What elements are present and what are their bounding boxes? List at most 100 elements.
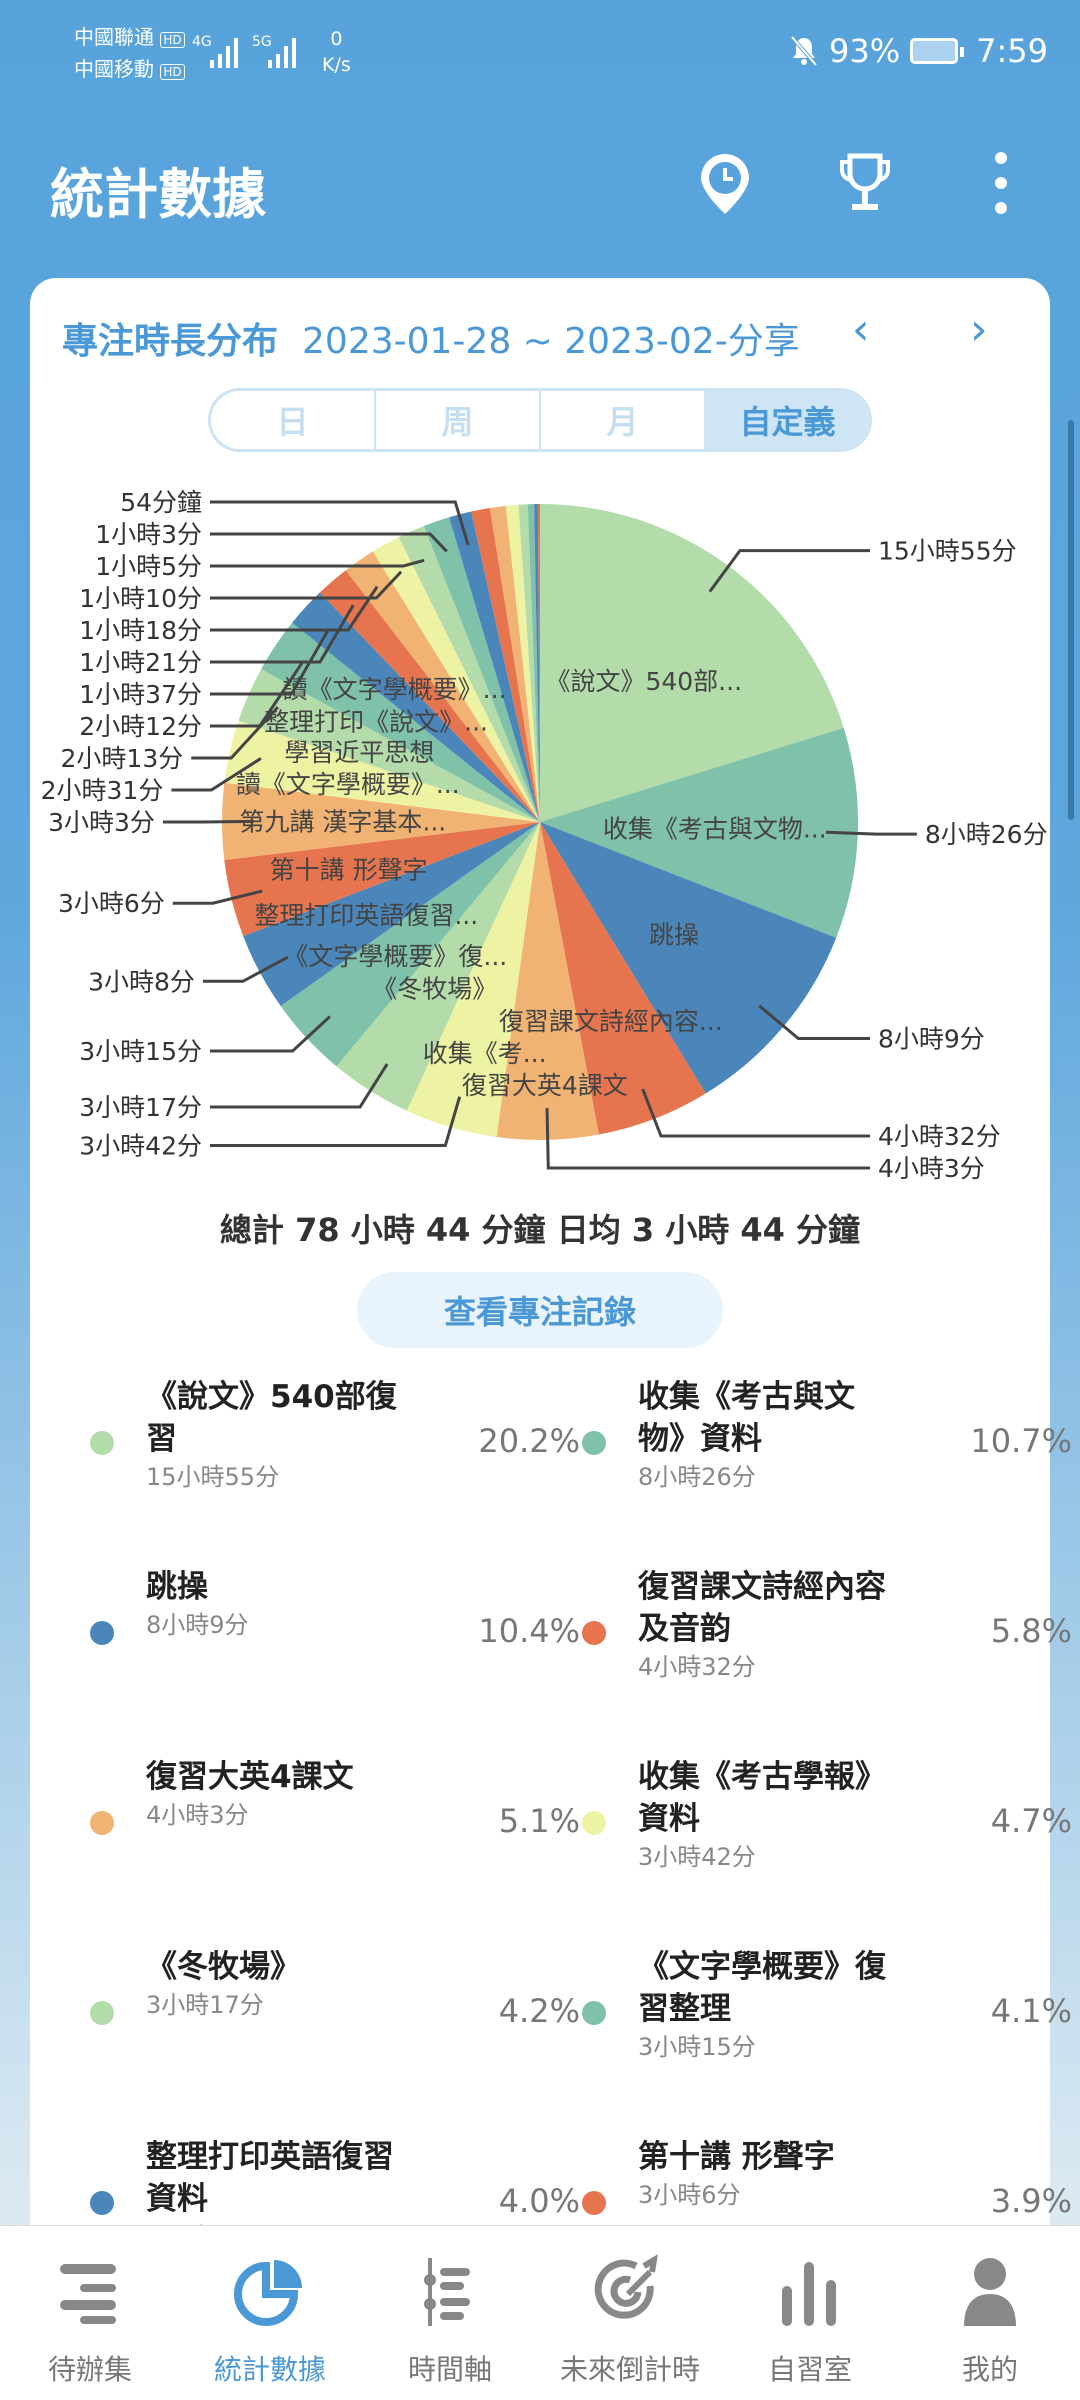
color-dot	[90, 1431, 114, 1455]
tab-label: 我的	[961, 2353, 1018, 2386]
pie-slice[interactable]	[540, 504, 844, 822]
pie-slice[interactable]	[398, 525, 540, 822]
item-time: 3小時17分	[146, 1991, 264, 2019]
clock-pin-icon[interactable]	[690, 148, 760, 218]
list-item[interactable]: 《冬牧場》 3小時17分 4.2%	[90, 1940, 580, 2110]
pie-slice[interactable]	[280, 822, 540, 1067]
list-item[interactable]: 復習課文詩經內容及音韵 4小時32分 5.8%	[582, 1560, 1072, 1730]
tab-label: 時間軸	[407, 2353, 492, 2386]
item-label: 整理打印英語復習資料 3小時8分	[146, 2136, 406, 2225]
net-speed: 0 K/s	[322, 26, 351, 78]
segment-week[interactable]: 周	[376, 391, 541, 449]
list-item[interactable]: 第十講 形聲字 3小時6分 3.9%	[582, 2130, 1072, 2225]
segment-day[interactable]: 日	[211, 391, 376, 449]
scrollbar[interactable]	[1068, 420, 1074, 820]
pie-chart-icon	[234, 2260, 302, 2326]
pie-slice[interactable]	[518, 504, 540, 822]
slice-value-label: 3小時8分	[88, 967, 195, 996]
card-title: 專注時長分布 2023-01-28 ~ 2023-02-分享	[62, 312, 800, 364]
item-time: 15小時55分	[146, 1463, 280, 1491]
page-title: 統計數據	[50, 162, 266, 226]
leader-line	[545, 1108, 870, 1170]
leader-line	[191, 706, 279, 760]
color-dot	[582, 1621, 606, 1645]
item-time: 3小時8分	[146, 2220, 406, 2225]
slice-value-label: 8小時26分	[925, 820, 1048, 849]
category-list: 《說文》540部復習 15小時55分 20.2% 收集《考古與文物》資料 8小時26…	[0, 1370, 1080, 2225]
tab-person[interactable]: 我的	[900, 2226, 1080, 2400]
item-name: 跳操	[146, 1569, 208, 1605]
slice-value-label: 54分鐘	[120, 488, 202, 517]
pie-slice[interactable]	[224, 720, 540, 822]
color-dot	[90, 2191, 114, 2215]
pie-slice[interactable]	[224, 822, 540, 937]
pie-slice[interactable]	[540, 822, 837, 1094]
pie-slice[interactable]	[292, 592, 540, 822]
item-name: 《冬牧場》	[146, 1949, 301, 1985]
slice-value-label: 2小時13分	[61, 744, 184, 773]
pie-slice[interactable]	[489, 505, 540, 822]
pie-slice[interactable]	[505, 504, 540, 822]
list-item[interactable]: 《文字學概要》復習整理 3小時15分 4.1%	[582, 1940, 1072, 2110]
pie-slice[interactable]	[345, 551, 540, 822]
pie-slice[interactable]	[540, 727, 858, 938]
list-item[interactable]: 《說文》540部復習 15小時55分 20.2%	[90, 1370, 580, 1540]
tab-target[interactable]: 未來倒計時	[540, 2226, 720, 2400]
leader-line	[162, 819, 254, 824]
color-dot	[90, 1621, 114, 1645]
tab-pie-chart[interactable]: 統計數據	[180, 2226, 360, 2400]
trophy-icon[interactable]	[830, 148, 900, 218]
person-icon	[964, 2258, 1016, 2326]
list-item[interactable]: 整理打印英語復習資料 3小時8分 4.0%	[90, 2130, 580, 2225]
bell-muted-icon	[790, 35, 818, 67]
color-dot	[90, 2001, 114, 2025]
view-records-button[interactable]: 查看專注記錄	[357, 1272, 723, 1348]
leader-line	[171, 757, 262, 792]
item-time: 8小時9分	[146, 1611, 249, 1639]
pie-slice[interactable]	[372, 537, 540, 822]
item-name: 《說文》540部復習	[146, 1379, 397, 1457]
pie-slice[interactable]	[540, 822, 706, 1135]
list-item[interactable]: 跳操 8小時9分 10.4%	[90, 1560, 580, 1730]
pie-slice[interactable]	[336, 822, 540, 1111]
slice-name-label: 第十講 形聲字	[270, 856, 428, 885]
pie-slice[interactable]	[537, 504, 540, 822]
pie-slice[interactable]	[261, 622, 540, 822]
pie-slice[interactable]	[238, 669, 541, 822]
tab-bar-chart[interactable]: 自習室	[720, 2226, 900, 2400]
pie-slice[interactable]	[222, 782, 540, 860]
tab-timeline[interactable]: 時間軸	[360, 2226, 540, 2400]
pie-slice[interactable]	[449, 511, 540, 822]
pie-slice[interactable]	[423, 517, 540, 822]
item-name: 第十講 形聲字	[638, 2139, 835, 2175]
leader-line	[210, 1063, 389, 1109]
next-range-button[interactable]: ›	[970, 304, 988, 355]
list-item[interactable]: 收集《考古與文物》資料 8小時26分 10.7%	[582, 1370, 1072, 1540]
leader-line	[172, 889, 263, 905]
pie-slice[interactable]	[406, 822, 540, 1138]
slice-name-label: 收集《考古與文物...	[603, 814, 827, 843]
pie-slice[interactable]	[527, 504, 540, 822]
more-vert-icon[interactable]	[966, 148, 1036, 218]
clock-time: 7:59	[976, 32, 1048, 70]
leader-line	[708, 549, 870, 593]
item-time: 3小時42分	[638, 1843, 756, 1871]
tab-list[interactable]: 待辦集	[0, 2226, 180, 2400]
pie-slice[interactable]	[534, 504, 540, 822]
item-label: 第十講 形聲字 3小時6分	[638, 2136, 898, 2212]
item-percent: 4.2%	[498, 1992, 580, 2030]
slice-name-label: 讀《文字學概要》...	[283, 675, 507, 704]
pie-slice[interactable]	[243, 822, 541, 1007]
list-icon	[60, 2264, 116, 2324]
segment-month[interactable]: 月	[541, 391, 706, 449]
item-label: 《說文》540部復習 15小時55分	[146, 1376, 406, 1494]
list-item[interactable]: 復習大英4課文 4小時3分 5.1%	[90, 1750, 580, 1920]
card-title-text: 專注時長分布	[62, 321, 279, 362]
pie-slice[interactable]	[496, 822, 599, 1140]
bottom-nav: 待辦集 統計數據 時間軸 未來倒計時 自習室 我的	[0, 2225, 1080, 2400]
pie-slice[interactable]	[319, 570, 540, 822]
pie-slice[interactable]	[471, 507, 540, 822]
prev-range-button[interactable]: ‹	[852, 304, 870, 355]
list-item[interactable]: 收集《考古學報》資料 3小時42分 4.7%	[582, 1750, 1072, 1920]
segment-custom[interactable]: 自定義	[706, 391, 869, 449]
